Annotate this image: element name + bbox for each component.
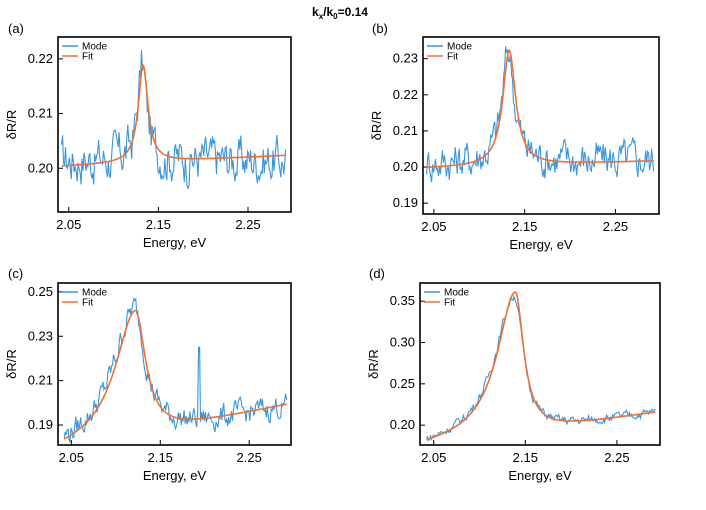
plot-frame (57, 36, 292, 213)
panel-label: (a) (8, 21, 24, 36)
y-tick-label: 0.22 (28, 51, 53, 66)
series-fit-line (426, 291, 656, 441)
x-tick-label: 2.05 (56, 217, 81, 232)
series-mode-line (61, 49, 287, 190)
y-axis-label: δR/R (366, 349, 381, 379)
y-tick-label: 0.22 (393, 87, 418, 102)
x-tick-label: 2.15 (513, 450, 538, 465)
x-axis-label: Energy, eV (508, 468, 572, 483)
x-tick-label: 2.15 (146, 217, 171, 232)
y-tick-label: 0.21 (28, 106, 53, 121)
y-tick-label: 0.30 (390, 335, 415, 350)
legend-mode-label: Mode (82, 288, 107, 299)
panel-c: (c) 0.19 0.21 0.23 0.25 2.05 2.15 2.25 Energy, e… (4, 266, 292, 483)
series-mode-line (63, 296, 288, 443)
series-mode-line (425, 294, 656, 442)
legend-mode-label: Mode (447, 42, 472, 53)
y-tick-label: 0.20 (28, 160, 53, 175)
x-tick-label: 2.05 (421, 219, 446, 234)
x-tick-label: 2.05 (421, 450, 446, 465)
panel-d: (d) 0.20 0.25 0.30 0.35 2.05 2.15 2.25 Energy, e… (366, 266, 661, 483)
y-tick-label: 0.25 (390, 376, 415, 391)
x-axis-label: Energy, eV (509, 237, 573, 252)
figure-title: kx/k0=0.14 (312, 5, 368, 21)
x-tick-label: 2.25 (235, 217, 260, 232)
panel-b: (b) 0.19 0.20 0.21 0.22 0.23 2.05 2.15 2.25 Energ… (369, 21, 660, 252)
panel-a: (a) 0.20 0.21 0.22 2.05 2.15 2.25 Energy, eV δR/… (4, 21, 292, 250)
x-tick-label: 2.25 (237, 450, 262, 465)
x-axis-label: Energy, eV (143, 235, 207, 250)
plot-frame (57, 282, 292, 446)
series-fit-line (63, 309, 287, 440)
x-tick-label: 2.15 (148, 450, 173, 465)
y-axis-label: δR/R (369, 111, 384, 141)
y-tick-label: 0.23 (28, 328, 53, 343)
x-tick-label: 2.05 (59, 450, 84, 465)
x-tick-label: 2.15 (512, 219, 537, 234)
y-tick-label: 0.21 (393, 123, 418, 138)
y-tick-label: 0.23 (393, 51, 418, 66)
y-tick-label: 0.20 (393, 159, 418, 174)
legend-mode-label: Mode (82, 42, 107, 53)
x-axis-label: Energy, eV (143, 468, 207, 483)
y-tick-label: 0.19 (28, 417, 53, 432)
panel-label: (d) (369, 266, 385, 281)
legend-fit-label: Fit (82, 298, 93, 309)
plot-frame (422, 36, 660, 215)
plot-frame (419, 282, 661, 446)
y-tick-label: 0.35 (390, 293, 415, 308)
legend-fit-label: Fit (82, 52, 93, 63)
panel-label: (b) (372, 21, 388, 36)
x-tick-label: 2.25 (603, 219, 628, 234)
y-axis-label: δR/R (4, 110, 19, 140)
y-tick-label: 0.21 (28, 373, 53, 388)
x-tick-label: 2.25 (604, 450, 629, 465)
series-fit-line (426, 48, 654, 169)
y-tick-label: 0.19 (393, 195, 418, 210)
legend-mode-label: Mode (444, 288, 469, 299)
series-fit-line (61, 63, 286, 167)
series-mode-line (426, 46, 655, 183)
y-axis-label: δR/R (4, 349, 19, 379)
y-tick-label: 0.20 (390, 417, 415, 432)
panel-label: (c) (8, 266, 23, 281)
legend-fit-label: Fit (444, 298, 455, 309)
y-tick-label: 0.25 (28, 284, 53, 299)
legend-fit-label: Fit (447, 52, 458, 63)
